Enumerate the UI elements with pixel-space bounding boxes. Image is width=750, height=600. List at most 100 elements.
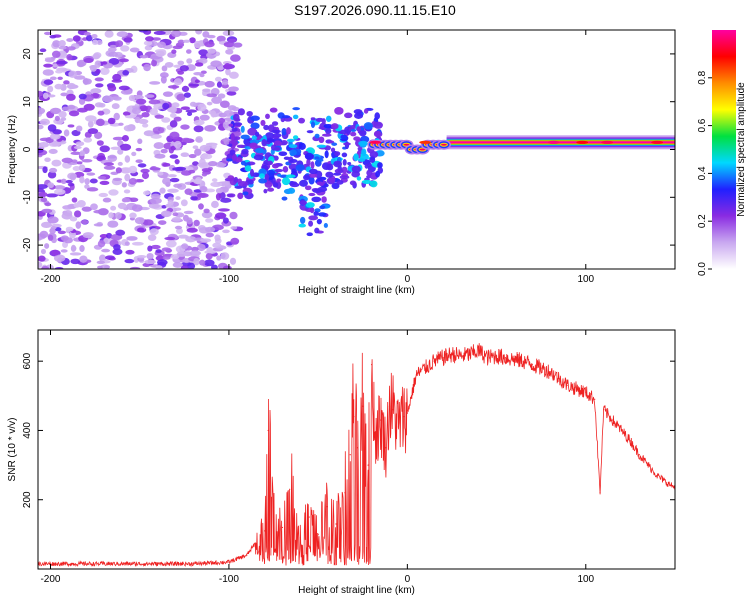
snr-point <box>469 353 471 355</box>
spectrogram-cell <box>181 137 191 143</box>
spectrogram-xtick-label: 0 <box>405 274 411 285</box>
spectrogram-cell <box>97 265 103 269</box>
spectrogram-cell <box>321 133 332 137</box>
spectrogram-cell <box>128 165 138 174</box>
spectrogram-cell <box>336 180 344 185</box>
spectrogram-cell <box>223 110 234 117</box>
spectrogram-cell <box>240 160 246 166</box>
spectrogram-cell <box>80 220 89 225</box>
spectrogram-cell <box>228 86 239 92</box>
spectrogram-cell <box>197 103 207 112</box>
spectrogram-cell <box>181 85 190 93</box>
spectrogram-cell <box>150 193 161 200</box>
spectrogram-cell <box>58 110 67 118</box>
spectrogram-cell <box>107 84 117 92</box>
spectrogram-cell <box>215 192 222 201</box>
spectrogram-cell <box>331 142 338 146</box>
spectrogram-cell <box>143 40 153 46</box>
spectrogram-cell <box>160 210 172 218</box>
spectrogram-cell <box>228 38 237 43</box>
spectrogram-cell <box>282 166 289 173</box>
spectrogram-cell <box>120 45 130 52</box>
spectrogram-cell <box>240 134 250 140</box>
spectrogram-cell <box>171 30 182 38</box>
spectrogram-cell <box>229 211 238 220</box>
snr-xlabel: Height of straight line (km) <box>298 585 415 596</box>
spectrogram-cell <box>160 148 168 154</box>
spectrogram-cell <box>173 116 182 122</box>
spectrogram-cell <box>161 247 172 252</box>
spectrogram-cell <box>325 127 332 135</box>
spectrogram-cell <box>308 215 319 221</box>
spectrogram-cell <box>47 85 54 93</box>
spectrogram-cell <box>325 171 334 178</box>
spectrogram-hotspot <box>651 140 664 144</box>
spectrogram-cell <box>173 183 183 188</box>
spectrogram-cell <box>120 89 133 95</box>
spectrogram-cell <box>318 136 325 144</box>
spectrogram-cell <box>169 112 177 118</box>
spectrogram-cell <box>195 136 203 143</box>
spectrogram-cell <box>206 101 213 106</box>
spectrogram-cell <box>122 70 130 76</box>
snr-point <box>594 398 596 400</box>
spectrogram-cell <box>75 141 85 147</box>
spectrogram-cell <box>92 53 101 60</box>
spectrogram-cell <box>226 158 234 162</box>
spectrogram-cell <box>230 132 235 141</box>
spectrogram-cell <box>200 70 207 75</box>
spectrogram-cell <box>173 78 183 86</box>
spectrogram-cell <box>67 182 75 187</box>
spectrogram-cell <box>125 249 135 255</box>
spectrogram-cell <box>75 221 82 229</box>
spectrogram-cell <box>171 216 182 222</box>
spectrogram-cell <box>298 223 306 228</box>
snr-point <box>531 364 533 366</box>
spectrogram-cell <box>350 131 357 137</box>
spectrogram-cell <box>43 79 54 85</box>
spectrogram-cell <box>177 39 185 45</box>
spectrogram-xtick-label: 100 <box>577 274 594 285</box>
spectrogram-cell <box>115 229 126 236</box>
spectrogram-cell <box>113 244 121 251</box>
spectrogram-cell <box>210 264 218 269</box>
spectrogram-cell <box>231 106 240 112</box>
spectrogram-cell <box>189 37 196 44</box>
spectrogram-cell <box>98 192 109 198</box>
snr-ylabel: SNR (10 * v/v) <box>7 418 18 482</box>
spectrogram-cell <box>116 31 129 38</box>
spectrogram-cell <box>199 114 210 121</box>
snr-point <box>665 481 667 484</box>
snr-series-line <box>38 343 675 568</box>
spectrogram-cell <box>107 117 116 125</box>
spectrogram-cell <box>229 71 239 79</box>
spectrogram-cell <box>276 178 282 183</box>
spectrogram-cell <box>60 235 69 242</box>
snr-xtick-label: 100 <box>577 574 594 585</box>
spectrogram-cell <box>310 117 316 121</box>
spectrogram-cell <box>339 175 350 180</box>
spectrogram-cell <box>115 40 124 48</box>
spectrogram-cell <box>154 114 165 119</box>
spectrogram-cell <box>124 155 131 163</box>
spectrogram-cell <box>292 107 300 111</box>
spectrogram-cell <box>141 112 150 118</box>
snr-point <box>487 357 489 359</box>
spectrogram-cell <box>107 220 119 228</box>
snr-point <box>522 360 524 362</box>
spectrogram-cell <box>66 38 74 42</box>
spectrogram-cell <box>271 135 280 140</box>
spectrogram-cell <box>291 181 298 185</box>
spectrogram-cell <box>359 130 365 135</box>
spectrogram-cell <box>63 80 70 85</box>
spectrogram-cell <box>149 228 159 236</box>
spectrogram-hotspot <box>419 140 432 144</box>
spectrogram-cell <box>316 218 322 225</box>
spectrogram-cell <box>44 243 50 249</box>
spectrogram-cell <box>220 197 232 203</box>
snr-point <box>299 537 301 539</box>
spectrogram-cell <box>60 178 67 185</box>
spectrogram-cell <box>353 136 361 141</box>
spectrogram-cell <box>212 242 222 249</box>
spectrogram-cell <box>101 248 111 253</box>
